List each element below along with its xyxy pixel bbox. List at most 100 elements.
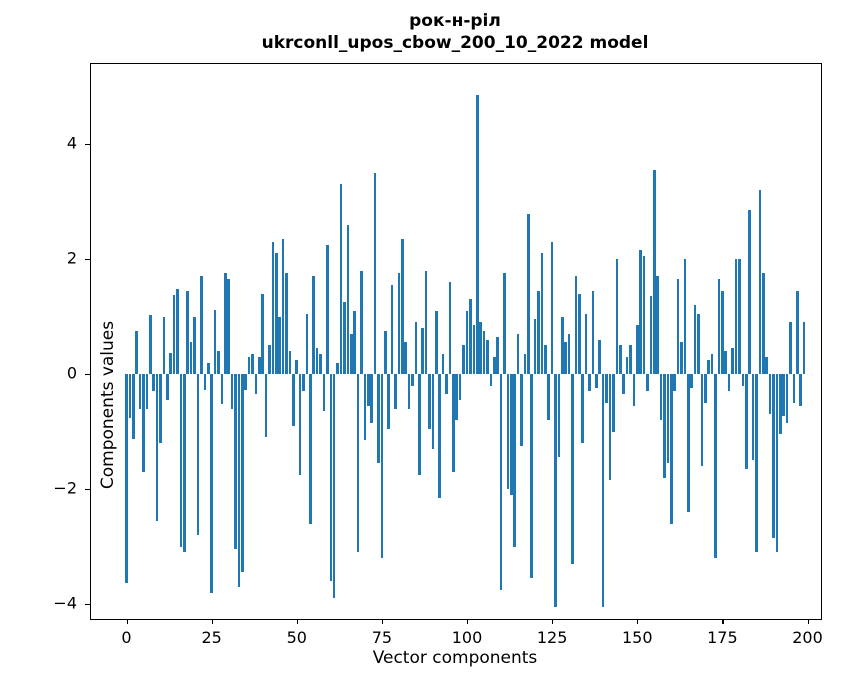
bar — [356, 374, 360, 553]
bar — [646, 374, 649, 392]
bar — [537, 290, 540, 374]
bar — [458, 374, 462, 400]
bar — [554, 374, 557, 607]
bar — [591, 290, 595, 374]
bar — [673, 374, 676, 392]
bar — [612, 374, 615, 432]
bar — [128, 374, 132, 419]
y-axis-label: Components values — [98, 320, 118, 490]
bar — [312, 276, 316, 374]
x-tick-label: 125 — [536, 628, 568, 647]
bar — [755, 374, 758, 553]
x-tick-mark — [296, 619, 298, 624]
bar — [588, 374, 591, 392]
bar — [159, 374, 162, 443]
bar — [799, 374, 802, 407]
bar — [693, 305, 697, 374]
bar — [734, 259, 738, 374]
bar — [428, 374, 431, 429]
bar — [172, 294, 176, 374]
bar — [438, 374, 442, 498]
y-tick-label: 2 — [66, 248, 77, 268]
bar — [421, 328, 425, 374]
bar — [271, 241, 275, 374]
bar — [183, 374, 186, 553]
bar — [704, 374, 707, 403]
bar — [397, 273, 401, 374]
bar — [407, 374, 411, 409]
chart-title-line2: ukrconll_upos_cbow_200_10_2022 model — [261, 33, 649, 53]
bar — [802, 322, 806, 374]
bar — [363, 374, 367, 441]
bar — [615, 259, 619, 374]
bar — [676, 279, 680, 374]
bar — [761, 273, 765, 374]
bar — [714, 374, 717, 558]
bar — [717, 279, 721, 374]
bar — [707, 359, 711, 374]
y-tick-mark — [85, 144, 90, 146]
bar — [455, 374, 459, 420]
bar — [411, 374, 414, 386]
x-tick-label: 150 — [621, 628, 653, 647]
bar — [608, 374, 612, 481]
bar — [496, 336, 499, 374]
bar — [264, 374, 268, 438]
bar — [731, 348, 734, 374]
bar — [547, 374, 550, 420]
bar — [298, 374, 302, 475]
bar — [509, 374, 513, 495]
bar — [387, 374, 390, 429]
x-tick-label: 100 — [451, 628, 483, 647]
bar — [564, 342, 568, 374]
bar — [785, 374, 789, 423]
x-tick-label: 75 — [371, 628, 393, 647]
bar — [176, 289, 179, 374]
bar — [332, 374, 336, 599]
bar — [540, 253, 544, 374]
bar — [138, 374, 142, 409]
bar — [203, 374, 207, 390]
bar — [370, 374, 373, 423]
x-tick-mark — [211, 619, 213, 624]
y-tick-label: 4 — [66, 133, 77, 153]
bar — [251, 353, 254, 374]
bar — [571, 374, 574, 564]
bar — [305, 313, 309, 374]
bar — [499, 374, 503, 590]
x-tick-label: 25 — [201, 628, 222, 647]
bar — [315, 348, 319, 374]
bar — [486, 339, 489, 374]
bar — [441, 353, 445, 374]
bar — [530, 374, 533, 579]
bar — [339, 184, 343, 374]
x-tick-label: 50 — [286, 628, 307, 647]
bar — [217, 351, 220, 374]
bar — [516, 333, 520, 374]
bar — [452, 374, 455, 472]
bar — [469, 299, 472, 374]
chart-title-line1: рок-н-ріл — [409, 11, 501, 31]
bar — [377, 374, 380, 464]
bar — [200, 276, 203, 374]
y-tick-mark — [85, 374, 90, 376]
bar — [155, 374, 159, 521]
bar — [254, 374, 258, 395]
x-tick-mark — [467, 619, 469, 624]
bar — [721, 290, 724, 374]
bar — [206, 362, 210, 374]
bar — [700, 374, 704, 466]
bar — [142, 374, 145, 472]
bar — [319, 353, 322, 374]
bar — [448, 282, 452, 374]
bar — [373, 172, 377, 374]
bar — [670, 374, 673, 524]
bar — [445, 374, 448, 395]
bar — [775, 374, 779, 553]
bar — [152, 374, 156, 392]
bar — [179, 374, 183, 547]
bar — [680, 342, 683, 374]
bar — [288, 351, 292, 374]
bar — [561, 316, 564, 374]
